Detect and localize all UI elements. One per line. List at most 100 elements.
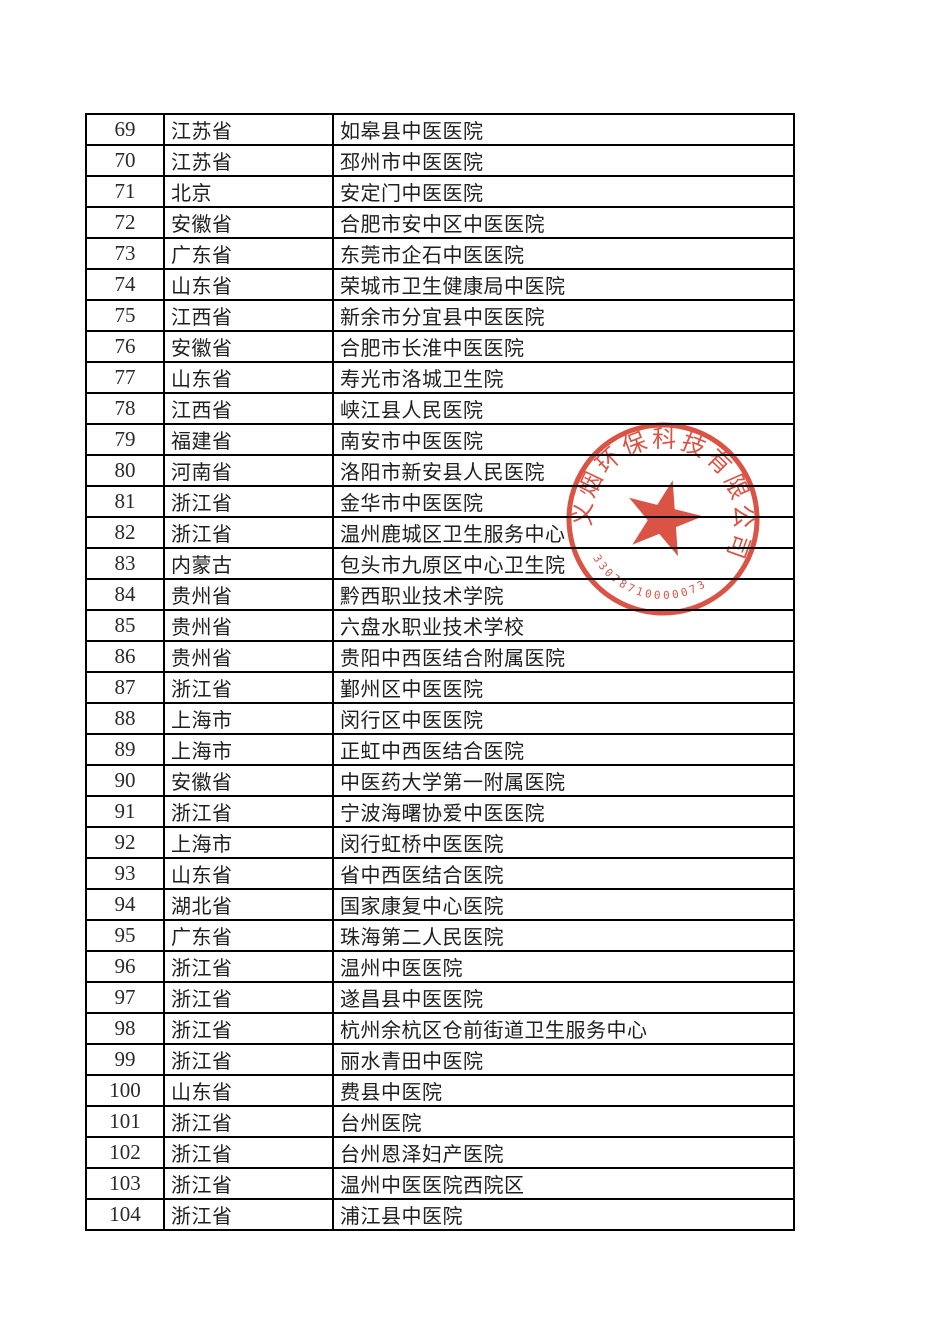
row-number: 104 (85, 1198, 165, 1231)
table-row: 91 浙江省 宁波海曙协爱中医医院 (85, 795, 795, 828)
row-institution-name: 寿光市洛城卫生院 (332, 361, 795, 394)
table-row: 80 河南省 洛阳市新安县人民医院 (85, 454, 795, 487)
row-number: 102 (85, 1136, 165, 1169)
table-row: 98 浙江省 杭州余杭区仓前街道卫生服务中心 (85, 1012, 795, 1045)
hospital-roster-table: 69 江苏省 如皋县中医医院 70 江苏省 邳州市中医医院 71 北京 安定门中医医院 72 安徽省… (85, 113, 795, 1231)
row-province: 江西省 (163, 392, 334, 425)
row-province: 河南省 (163, 454, 334, 487)
row-institution-name: 国家康复中心医院 (332, 888, 795, 921)
row-province: 上海市 (163, 733, 334, 766)
row-institution-name: 宁波海曙协爱中医医院 (332, 795, 795, 828)
row-number: 90 (85, 764, 165, 797)
row-number: 69 (85, 113, 165, 146)
row-province: 山东省 (163, 361, 334, 394)
row-institution-name: 丽水青田中医院 (332, 1043, 795, 1076)
row-number: 97 (85, 981, 165, 1014)
row-province: 浙江省 (163, 1105, 334, 1138)
row-institution-name: 鄞州区中医医院 (332, 671, 795, 704)
row-institution-name: 正虹中西医结合医院 (332, 733, 795, 766)
row-province: 上海市 (163, 826, 334, 859)
row-number: 91 (85, 795, 165, 828)
row-institution-name: 荣城市卫生健康局中医院 (332, 268, 795, 301)
table-row: 87 浙江省 鄞州区中医医院 (85, 671, 795, 704)
table-row: 69 江苏省 如皋县中医医院 (85, 113, 795, 146)
row-institution-name: 安定门中医医院 (332, 175, 795, 208)
row-institution-name: 合肥市安中区中医医院 (332, 206, 795, 239)
row-number: 86 (85, 640, 165, 673)
row-number: 76 (85, 330, 165, 363)
row-institution-name: 包头市九原区中心卫生院 (332, 547, 795, 580)
row-province: 内蒙古 (163, 547, 334, 580)
table-row: 85 贵州省 六盘水职业技术学校 (85, 609, 795, 642)
table-row: 103 浙江省 温州中医医院西院区 (85, 1167, 795, 1200)
row-institution-name: 温州中医医院 (332, 950, 795, 983)
row-institution-name: 台州医院 (332, 1105, 795, 1138)
table-row: 97 浙江省 遂昌县中医医院 (85, 981, 795, 1014)
row-number: 92 (85, 826, 165, 859)
row-province: 江苏省 (163, 144, 334, 177)
row-institution-name: 邳州市中医医院 (332, 144, 795, 177)
row-institution-name: 闵行虹桥中医医院 (332, 826, 795, 859)
table-row: 86 贵州省 贵阳中西医结合附属医院 (85, 640, 795, 673)
table-row: 74 山东省 荣城市卫生健康局中医院 (85, 268, 795, 301)
row-number: 95 (85, 919, 165, 952)
table-row: 99 浙江省 丽水青田中医院 (85, 1043, 795, 1076)
table-row: 72 安徽省 合肥市安中区中医医院 (85, 206, 795, 239)
table-row: 75 江西省 新余市分宜县中医医院 (85, 299, 795, 332)
row-institution-name: 闵行区中医医院 (332, 702, 795, 735)
table-row: 94 湖北省 国家康复中心医院 (85, 888, 795, 921)
row-number: 98 (85, 1012, 165, 1045)
table-row: 81 浙江省 金华市中医医院 (85, 485, 795, 518)
table-row: 70 江苏省 邳州市中医医院 (85, 144, 795, 177)
row-number: 74 (85, 268, 165, 301)
table-row: 77 山东省 寿光市洛城卫生院 (85, 361, 795, 394)
table-row: 92 上海市 闵行虹桥中医医院 (85, 826, 795, 859)
table-row: 88 上海市 闵行区中医医院 (85, 702, 795, 735)
table-row: 93 山东省 省中西医结合医院 (85, 857, 795, 890)
row-province: 福建省 (163, 423, 334, 456)
table-row: 89 上海市 正虹中西医结合医院 (85, 733, 795, 766)
row-province: 广东省 (163, 237, 334, 270)
table-row: 104 浙江省 浦江县中医院 (85, 1198, 795, 1231)
row-institution-name: 省中西医结合医院 (332, 857, 795, 890)
row-number: 103 (85, 1167, 165, 1200)
row-institution-name: 杭州余杭区仓前街道卫生服务中心 (332, 1012, 795, 1045)
row-province: 贵州省 (163, 609, 334, 642)
row-number: 94 (85, 888, 165, 921)
row-number: 78 (85, 392, 165, 425)
row-number: 99 (85, 1043, 165, 1076)
row-number: 88 (85, 702, 165, 735)
row-number: 93 (85, 857, 165, 890)
row-institution-name: 浦江县中医院 (332, 1198, 795, 1231)
row-institution-name: 台州恩泽妇产医院 (332, 1136, 795, 1169)
table-row: 71 北京 安定门中医医院 (85, 175, 795, 208)
row-province: 贵州省 (163, 640, 334, 673)
row-number: 96 (85, 950, 165, 983)
row-institution-name: 遂昌县中医医院 (332, 981, 795, 1014)
row-institution-name: 珠海第二人民医院 (332, 919, 795, 952)
row-institution-name: 贵阳中西医结合附属医院 (332, 640, 795, 673)
table-row: 73 广东省 东莞市企石中医医院 (85, 237, 795, 270)
row-province: 湖北省 (163, 888, 334, 921)
row-province: 山东省 (163, 268, 334, 301)
row-province: 山东省 (163, 1074, 334, 1107)
row-province: 浙江省 (163, 485, 334, 518)
row-province: 江苏省 (163, 113, 334, 146)
row-number: 101 (85, 1105, 165, 1138)
row-institution-name: 如皋县中医医院 (332, 113, 795, 146)
row-number: 82 (85, 516, 165, 549)
row-province: 江西省 (163, 299, 334, 332)
row-institution-name: 峡江县人民医院 (332, 392, 795, 425)
table-row: 95 广东省 珠海第二人民医院 (85, 919, 795, 952)
row-institution-name: 温州中医医院西院区 (332, 1167, 795, 1200)
row-number: 77 (85, 361, 165, 394)
table-row: 82 浙江省 温州鹿城区卫生服务中心 (85, 516, 795, 549)
row-province: 安徽省 (163, 330, 334, 363)
row-number: 84 (85, 578, 165, 611)
row-province: 北京 (163, 175, 334, 208)
row-number: 72 (85, 206, 165, 239)
row-institution-name: 中医药大学第一附属医院 (332, 764, 795, 797)
row-institution-name: 南安市中医医院 (332, 423, 795, 456)
row-number: 81 (85, 485, 165, 518)
